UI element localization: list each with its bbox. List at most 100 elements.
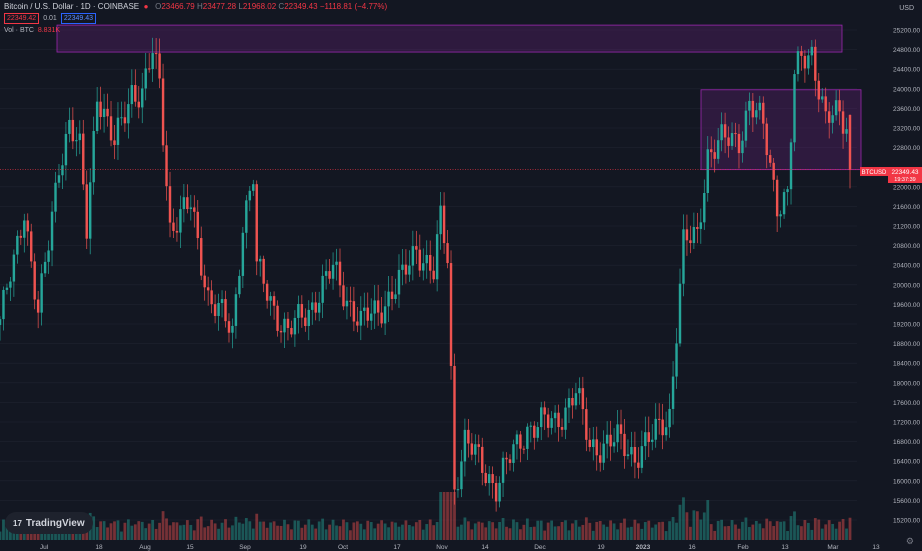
candle-body: [626, 454, 630, 457]
gear-icon[interactable]: ⚙: [905, 536, 914, 546]
candle-body: [245, 200, 248, 233]
volume-bar: [99, 521, 102, 540]
time-tick-label: Sep: [239, 544, 251, 551]
candle-body: [168, 186, 172, 223]
candle-body: [484, 472, 487, 484]
candle-body: [127, 104, 130, 124]
candle-body: [508, 459, 512, 463]
candle-body: [137, 101, 140, 108]
volume-bar: [206, 526, 210, 540]
volume-bar: [494, 528, 498, 540]
candle-body: [61, 165, 64, 176]
candle-body: [453, 365, 456, 490]
volume-bar: [584, 517, 588, 540]
volume-bar: [314, 528, 318, 540]
tradingview-logo-text: TradingView: [25, 517, 85, 529]
price-tick-label: 20000.00: [893, 282, 920, 289]
volume-bar: [331, 519, 335, 540]
candle-body: [428, 254, 432, 271]
candle-body: [307, 309, 310, 326]
candle-body: [730, 133, 734, 146]
tradingview-logo[interactable]: 17 TradingView: [5, 512, 93, 534]
candle-body: [30, 231, 33, 262]
candle-body: [675, 343, 678, 377]
candle-body: [54, 182, 57, 212]
volume-bar: [820, 528, 824, 540]
candle-body: [564, 407, 567, 430]
bid-price-button[interactable]: 22349.42: [4, 13, 40, 24]
volume-bar: [800, 526, 803, 540]
candle-body: [494, 483, 498, 502]
volume-bar: [581, 524, 585, 540]
volume-bar: [220, 522, 224, 540]
candle-body: [179, 209, 182, 233]
volume-bar: [692, 510, 696, 540]
time-tick-label: 19: [597, 544, 605, 551]
time-axis[interactable]: Jul 18 Aug 15 Sep 19 Oct 17 Nov 14 Dec 19 2023 16 Feb 1…: [40, 544, 880, 551]
volume-bar: [810, 529, 814, 540]
candle-body: [220, 299, 224, 303]
time-tick-label: 19: [299, 544, 307, 551]
candle-body: [439, 205, 442, 235]
volume-bar: [307, 519, 311, 540]
volume-bar: [682, 497, 685, 540]
ask-price-button[interactable]: 22349.43: [60, 13, 97, 24]
candle-body: [779, 214, 782, 217]
candle-body: [265, 283, 269, 301]
candle-body: [598, 455, 602, 463]
candle-body: [422, 263, 425, 271]
time-tick-label: Oct: [338, 544, 348, 551]
candle-body: [519, 434, 522, 449]
volume-legend[interactable]: Vol · BTC 8.831K: [4, 27, 60, 34]
volume-bar: [185, 520, 189, 540]
volume-bar: [411, 526, 415, 540]
candle-body: [85, 184, 88, 239]
price-axis[interactable]: 25200.00 24800.00 24400.00 24000.00 23600.00…: [893, 28, 920, 525]
candle-body: [588, 439, 592, 448]
volume-bar: [550, 520, 554, 540]
candle-body: [321, 275, 324, 303]
volume-bar: [539, 520, 543, 540]
candle-body: [376, 300, 380, 313]
volume-bar: [824, 524, 828, 540]
currency-label[interactable]: USD: [899, 5, 914, 12]
candle-body: [710, 149, 713, 153]
candle-body: [595, 439, 598, 456]
volume-bar: [789, 516, 793, 540]
candle-body: [512, 444, 515, 463]
candle-body: [252, 184, 255, 191]
spread-value: 0.01: [43, 15, 57, 22]
candle-body: [269, 296, 272, 301]
close-value: 22349.43: [284, 2, 318, 11]
candle-body: [394, 294, 397, 299]
candle-body: [526, 426, 529, 449]
candle-body: [272, 296, 276, 306]
volume-bar: [113, 521, 116, 540]
candle-body: [331, 264, 335, 279]
candle-body: [356, 321, 359, 326]
bid-ask-row: 22349.42 0.01 22349.43: [4, 13, 97, 24]
candle-body: [387, 291, 390, 307]
candle-body: [224, 299, 227, 322]
candle-body: [522, 448, 526, 450]
candle-body: [571, 397, 574, 406]
candle-body: [408, 265, 411, 275]
candle-body: [9, 281, 12, 288]
candle-body: [456, 489, 460, 491]
candle-body: [435, 234, 439, 280]
candlesticks[interactable]: [0, 37, 852, 512]
volume-bar: [751, 524, 755, 540]
candle-body: [134, 85, 137, 102]
candle-body: [213, 304, 217, 316]
candle-body: [616, 424, 619, 443]
symbol-header[interactable]: Bitcoin / U.S. Dollar · 1D · COINBASE ● …: [4, 2, 387, 11]
candle-body: [647, 432, 650, 442]
candle-body: [2, 289, 5, 320]
symbol-title[interactable]: Bitcoin / U.S. Dollar · 1D · COINBASE: [4, 2, 140, 11]
candle-body: [262, 258, 265, 284]
candle-body: [651, 439, 654, 442]
candle-body: [657, 418, 661, 420]
candle-body: [782, 192, 786, 215]
candle-body: [633, 446, 637, 463]
